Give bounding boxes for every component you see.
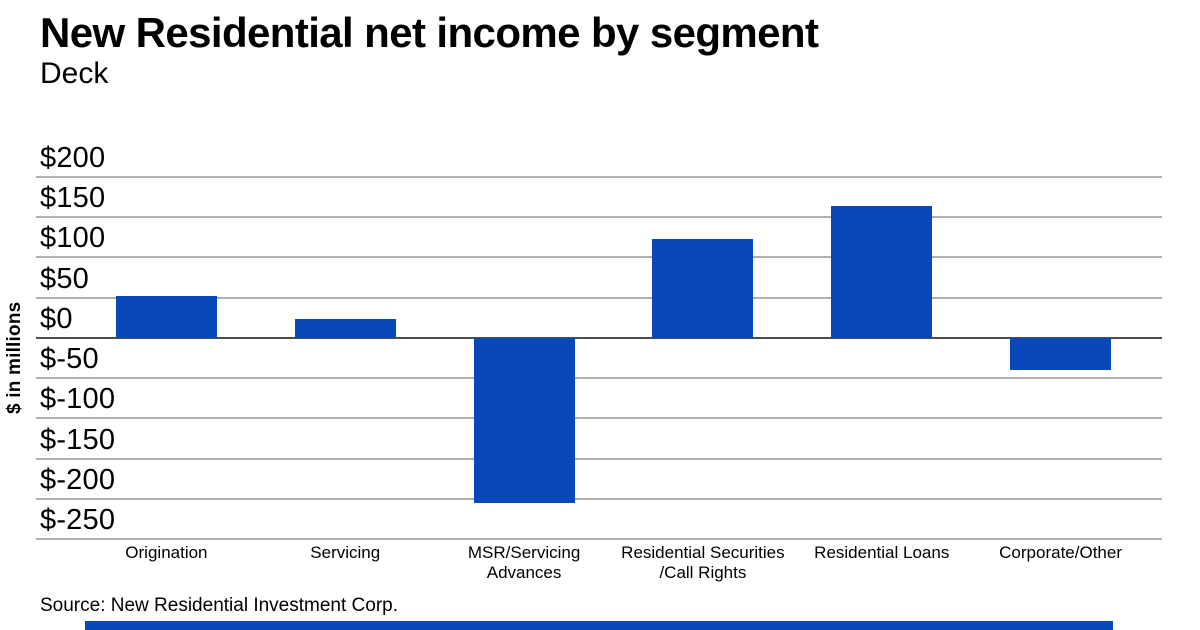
gridline <box>36 417 1162 420</box>
bar <box>473 337 575 503</box>
y-tick-label: $0 <box>40 302 73 335</box>
gridline <box>36 457 1162 460</box>
x-tick-label: Residential Securities /Call Rights <box>621 543 785 582</box>
gridline <box>36 497 1162 500</box>
y-tick-label: $-200 <box>40 463 116 496</box>
gridline <box>36 296 1162 299</box>
gridline <box>36 176 1162 178</box>
y-tick-label: $100 <box>40 222 106 255</box>
plot-area: $200 $150 $100 $50 $0 $-50 $-100 $-150 $-200 $-25… <box>36 144 1162 540</box>
bar <box>831 205 933 338</box>
y-tick-label: $50 <box>40 262 89 295</box>
page-deck: Deck <box>40 57 109 90</box>
footer-accent-bar <box>85 621 1113 630</box>
y-tick-label: $-250 <box>40 504 116 536</box>
y-tick-label: $-150 <box>40 423 116 456</box>
gridline <box>36 256 1162 259</box>
bar <box>1010 337 1112 371</box>
gridline <box>36 216 1162 219</box>
x-tick-label: Residential Loans <box>814 543 950 562</box>
x-tick-label: MSR/Servicing Advances <box>467 543 581 582</box>
y-axis-title: $ in millions <box>4 301 25 415</box>
x-tick-label: Origination <box>125 543 208 562</box>
page-title: New Residential net income by segment <box>40 9 819 56</box>
y-tick-label: $-100 <box>40 383 116 416</box>
gridline <box>36 538 1162 540</box>
bar <box>652 238 754 338</box>
y-tick-label: $150 <box>40 182 106 215</box>
bar <box>294 319 396 338</box>
bar <box>115 296 217 338</box>
x-tick-label: Corporate/Other <box>999 543 1122 562</box>
x-tick-label: Servicing <box>310 543 381 562</box>
source-note: Source: New Residential Investment Corp. <box>40 595 398 616</box>
y-tick-label: $-50 <box>40 343 99 376</box>
zero-gridline <box>36 336 1162 339</box>
y-tick-label: $200 <box>40 142 106 174</box>
gridline <box>36 377 1162 380</box>
